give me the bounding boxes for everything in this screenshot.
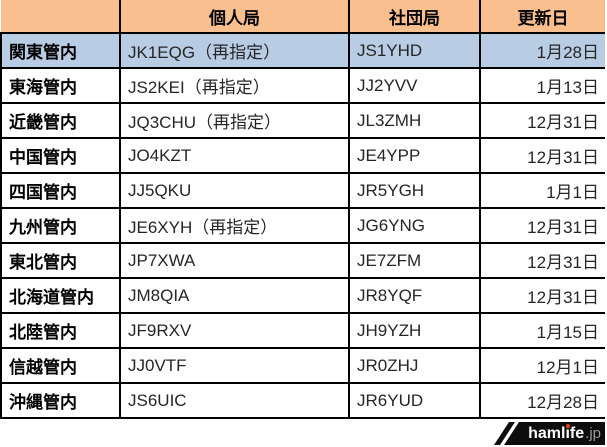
individual-cell: JQ3CHU（再指定） [119,102,350,139]
table-row: 東北管内 JP7XWA JE7ZFM 12月31日 [0,242,605,279]
region-cell: 沖縄管内 [0,382,121,419]
update-date-cell: 1月13日 [479,67,605,104]
update-date-cell: 1月28日 [479,32,605,69]
col-header-individual-station: 個人局 [119,0,350,34]
col-header-club-station: 社団局 [348,0,481,34]
club-cell: JR8YQF [348,277,481,314]
individual-cell: JP7XWA [119,242,350,279]
individual-cell: JS2KEI（再指定） [119,67,350,104]
individual-cell: JE6XYH（再指定） [119,207,350,244]
club-cell: JR0ZHJ [348,347,481,384]
region-cell: 北陸管内 [0,312,121,349]
update-date-cell: 12月31日 [479,242,605,279]
update-date-cell: 1月15日 [479,312,605,349]
region-cell: 信越管内 [0,347,121,384]
region-cell: 中国管内 [0,137,121,174]
region-cell: 関東管内 [0,32,121,69]
region-cell: 四国管内 [0,172,121,209]
region-cell: 東北管内 [0,242,121,279]
club-cell: JJ2YVV [348,67,481,104]
table-row: 沖縄管内 JS6UIC JR6YUD 12月28日 [0,382,605,419]
table-row: 信越管内 JJ0VTF JR0ZHJ 12月1日 [0,347,605,384]
hamlife-logo: hamlife .jp [494,422,605,445]
header-row: 個人局 社団局 更新日 [1,0,605,34]
logo-brand-text: hamlife [528,424,585,442]
individual-cell: JF9RXV [119,312,350,349]
club-cell: JH9YZH [348,312,481,349]
club-cell: JL3ZMH [348,102,481,139]
individual-cell: JK1EQG（再指定） [119,32,350,69]
club-cell: JR5YGH [348,172,481,209]
club-cell: JE4YPP [348,137,481,174]
callsign-renewal-table: 個人局 社団局 更新日 関東管内 JK1EQG（再指定） JS1YHD 1月28… [0,0,605,419]
table-row: 北陸管内 JF9RXV JH9YZH 1月15日 [0,312,605,349]
table-row: 九州管内 JE6XYH（再指定） JG6YNG 12月31日 [0,207,605,244]
logo-plate: hamlife .jp [504,422,605,445]
club-cell: JE7ZFM [348,242,481,279]
region-cell: 北海道管内 [0,277,121,314]
table-row: 中国管内 JO4KZT JE4YPP 12月31日 [0,137,605,174]
table-row: 東海管内 JS2KEI（再指定） JJ2YVV 1月13日 [0,67,605,104]
update-date-cell: 1月1日 [479,172,605,209]
col-header-region [1,0,121,34]
col-header-update-date: 更新日 [479,0,605,34]
update-date-cell: 12月31日 [479,137,605,174]
update-date-cell: 12月31日 [479,277,605,314]
individual-cell: JM8QIA [119,277,350,314]
region-cell: 近畿管内 [0,102,121,139]
table-row: 近畿管内 JQ3CHU（再指定） JL3ZMH 12月31日 [0,102,605,139]
table-row: 四国管内 JJ5QKU JR5YGH 1月1日 [0,172,605,209]
club-cell: JG6YNG [348,207,481,244]
update-date-cell: 12月28日 [479,382,605,419]
region-cell: 九州管内 [0,207,121,244]
table-row: 北海道管内 JM8QIA JR8YQF 12月31日 [0,277,605,314]
individual-cell: JS6UIC [119,382,350,419]
logo-domain-text: .jp [585,425,601,442]
update-date-cell: 12月31日 [479,207,605,244]
club-cell: JS1YHD [348,32,481,69]
region-cell: 東海管内 [0,67,121,104]
individual-cell: JO4KZT [119,137,350,174]
logo-i-red-dot: i [565,424,570,442]
club-cell: JR6YUD [348,382,481,419]
individual-cell: JJ0VTF [119,347,350,384]
update-date-cell: 12月1日 [479,347,605,384]
update-date-cell: 12月31日 [479,102,605,139]
table-row: 関東管内 JK1EQG（再指定） JS1YHD 1月28日 [0,32,605,69]
individual-cell: JJ5QKU [119,172,350,209]
